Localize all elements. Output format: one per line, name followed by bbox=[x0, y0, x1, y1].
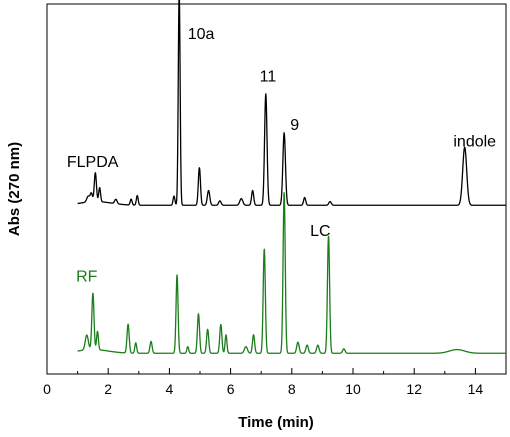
x-tick-label-5: 10 bbox=[345, 381, 361, 397]
x-tick-label-0: 0 bbox=[43, 381, 51, 397]
x-axis-ticks bbox=[46, 368, 507, 374]
x-tick-label-1: 2 bbox=[104, 381, 112, 397]
chromatogram-traces bbox=[77, 0, 507, 354]
x-tick-label-2: 4 bbox=[166, 381, 174, 397]
annotation-indole: indole bbox=[453, 133, 496, 150]
plot-area-frame bbox=[46, 3, 507, 375]
annotation-lc: LC bbox=[310, 223, 330, 240]
y-axis-title: Abs (270 nm) bbox=[6, 142, 23, 236]
x-tick-label-6: 12 bbox=[406, 381, 422, 397]
annotation-rf: RF bbox=[76, 269, 98, 286]
x-tick-label-3: 6 bbox=[227, 381, 235, 397]
annotation-11: 11 bbox=[260, 69, 277, 86]
annotation-9: 9 bbox=[290, 117, 299, 134]
x-tick-label-7: 14 bbox=[468, 381, 484, 397]
x-axis-tick-labels: 0 2 4 6 8 10 12 14 bbox=[43, 381, 483, 397]
x-tick-label-4: 8 bbox=[288, 381, 296, 397]
annotation-10a: 10a bbox=[188, 26, 215, 43]
x-axis-title: Time (min) bbox=[238, 414, 314, 431]
annotation-flpda: FLPDA bbox=[67, 154, 119, 171]
peak-annotations: 10a 11 9 indole FLPDA LC RF bbox=[67, 26, 496, 285]
trace-flpda bbox=[77, 0, 507, 206]
trace-rf bbox=[77, 191, 507, 354]
